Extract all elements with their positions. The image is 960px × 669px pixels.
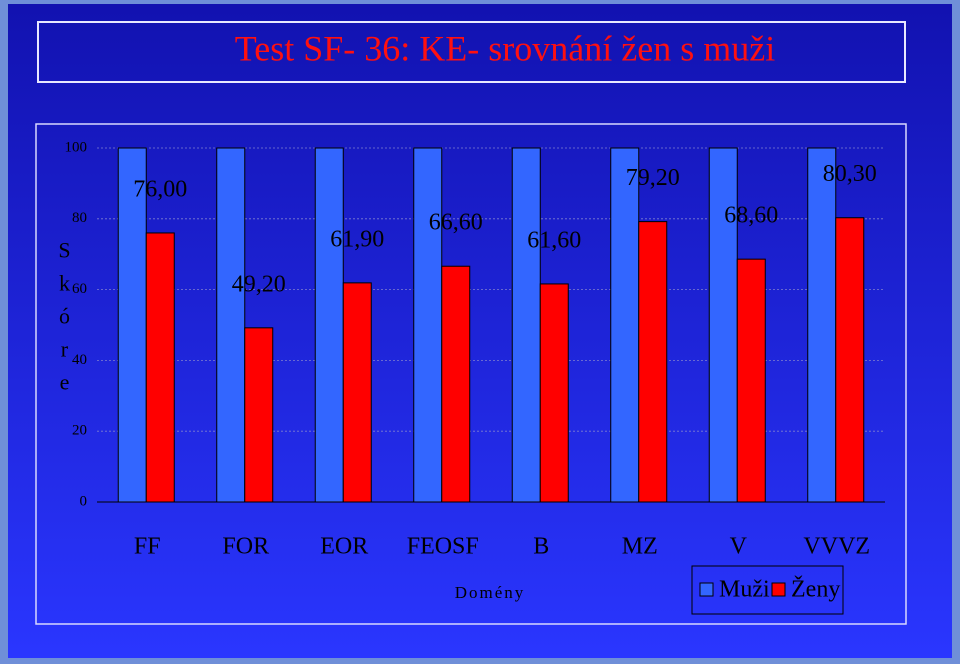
bar (342, 282, 372, 503)
legend-label: Ženy (791, 577, 840, 603)
bar (216, 147, 246, 503)
x-tick-label: VVVZ (803, 534, 870, 560)
x-tick-label: MZ (622, 534, 658, 560)
bar (708, 147, 738, 503)
chart-box (35, 123, 907, 625)
x-tick-label: FF (134, 534, 161, 560)
bar (807, 147, 837, 503)
x-tick-label: FOR (222, 534, 269, 560)
bar (736, 258, 766, 503)
bar (314, 147, 344, 503)
value-label: 61,90 (330, 226, 384, 252)
x-axis-title: Domény (455, 583, 526, 602)
bar (244, 327, 274, 503)
x-tick-label: EOR (320, 534, 368, 560)
chart-title: Test SF- 36: KE- srovnání žen s muži (235, 28, 775, 68)
x-tick-label: FEOSF (407, 534, 479, 560)
y-axis-title: Skóre (52, 238, 77, 403)
bar (539, 283, 569, 503)
bar (835, 217, 865, 503)
title-box (37, 21, 906, 83)
value-label: 79,20 (626, 165, 680, 191)
bar (511, 147, 541, 503)
bar (610, 147, 640, 503)
y-tick-label: 40 (72, 352, 87, 368)
x-tick-label: V (730, 534, 748, 560)
bar (638, 221, 668, 503)
value-label: 76,00 (133, 176, 187, 202)
value-label: 80,30 (823, 161, 877, 187)
legend-box (691, 565, 844, 615)
bar (145, 232, 175, 503)
y-tick-label: 60 (72, 281, 87, 297)
legend-swatch (771, 582, 786, 597)
bar (441, 265, 471, 503)
y-tick-label: 0 (80, 493, 88, 509)
legend-label: Muži (719, 577, 770, 603)
value-label: 49,20 (232, 271, 286, 297)
y-tick-label: 80 (72, 210, 87, 226)
legend-swatch (699, 582, 714, 597)
x-tick-label: B (533, 534, 549, 560)
bar (117, 147, 147, 503)
value-label: 66,60 (429, 210, 483, 236)
y-tick-label: 20 (72, 423, 87, 439)
value-label: 61,60 (527, 227, 581, 253)
y-tick-label: 100 (65, 139, 88, 155)
bar (413, 147, 443, 503)
value-label: 68,60 (724, 203, 778, 229)
